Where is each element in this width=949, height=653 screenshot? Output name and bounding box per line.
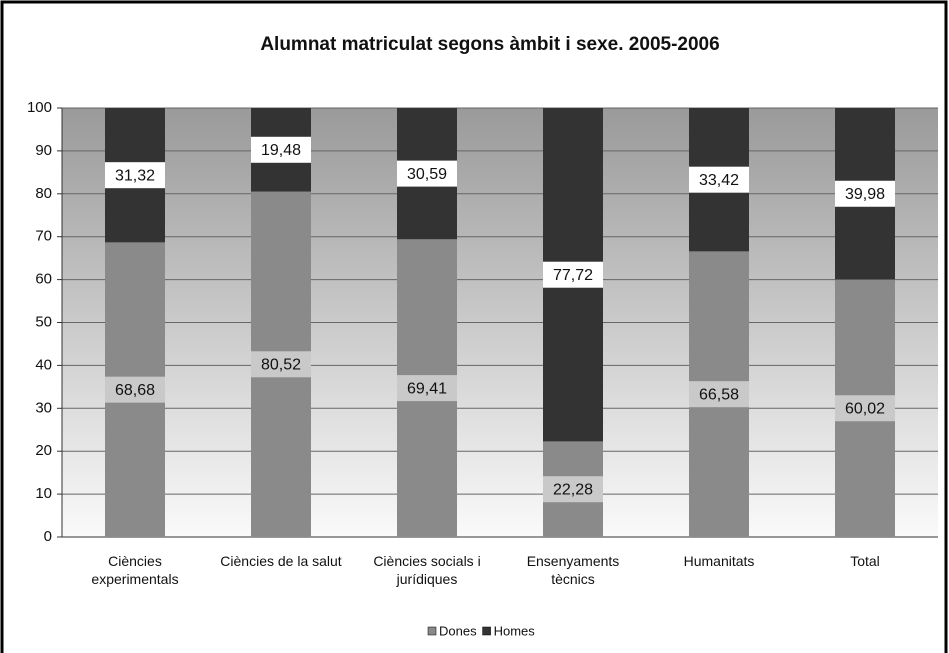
y-tick-label: 80	[35, 185, 52, 202]
x-tick-label: Ciències de la salut	[220, 553, 342, 569]
y-tick-label: 30	[35, 399, 52, 416]
chart-title: Alumnat matriculat segons àmbit i sexe. …	[260, 34, 719, 55]
y-tick-label: 50	[35, 313, 52, 330]
value-label-box	[689, 166, 749, 193]
y-tick-label: 60	[35, 271, 52, 288]
value-label: 33,42	[699, 172, 739, 189]
value-label: 66,58	[699, 386, 739, 403]
legend-swatch	[427, 626, 437, 636]
y-tick-label: 100	[27, 99, 52, 116]
value-label-box	[543, 261, 603, 288]
value-label: 31,32	[115, 167, 155, 184]
value-label-box	[689, 381, 749, 408]
value-label-box	[251, 351, 311, 378]
value-label: 60,02	[845, 400, 885, 417]
value-label: 19,48	[261, 142, 301, 159]
x-tick-label: Ensenyaments tècnics	[526, 553, 620, 587]
y-tick-label: 70	[35, 228, 52, 245]
y-tick-label: 0	[44, 528, 52, 545]
value-label: 68,68	[115, 382, 155, 399]
value-label: 22,28	[553, 481, 593, 498]
y-tick-label: 20	[35, 442, 52, 459]
x-tick-label: Total	[850, 553, 880, 569]
value-label: 77,72	[553, 267, 593, 284]
y-tick-label: 10	[35, 485, 52, 502]
x-tick-label: Humanitats	[683, 553, 755, 569]
value-label-box	[105, 162, 165, 189]
value-label-box	[105, 376, 165, 403]
value-label: 30,59	[407, 166, 447, 183]
value-label-box	[397, 160, 457, 187]
value-label: 80,52	[261, 357, 301, 374]
legend-label: Dones	[439, 623, 477, 638]
legend-swatch	[482, 626, 491, 636]
value-label-box	[835, 180, 895, 207]
value-label-box	[251, 136, 311, 163]
y-tick-label: 90	[35, 142, 52, 159]
y-tick-label: 40	[35, 356, 52, 373]
legend-label: Homes	[494, 623, 536, 638]
value-label-box	[543, 476, 603, 503]
value-label: 39,98	[845, 186, 885, 203]
x-tick-label: Ciències socials i jurídiques	[373, 553, 481, 587]
value-label-box	[397, 375, 457, 402]
value-label: 69,41	[407, 380, 447, 397]
value-label-box	[835, 395, 895, 422]
x-tick-label: Ciències experimentals	[91, 553, 179, 587]
